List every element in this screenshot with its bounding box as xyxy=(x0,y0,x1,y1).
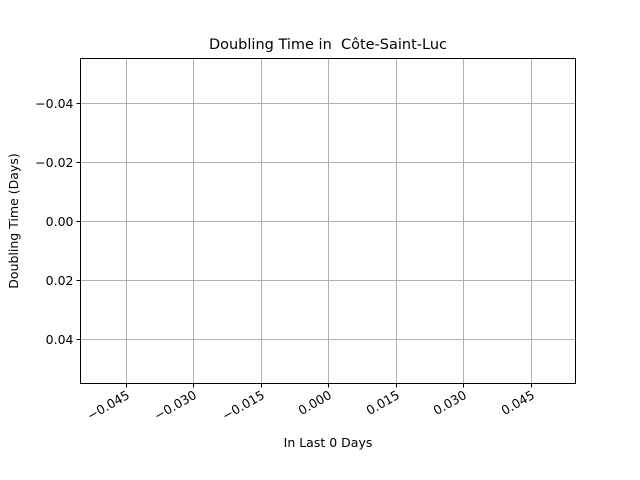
y-tick-label: −0.04 xyxy=(35,96,73,111)
chart-title: Doubling Time in Côte-Saint-Luc xyxy=(209,37,447,53)
grid xyxy=(80,58,576,384)
y-tick-label: −0.02 xyxy=(35,155,73,170)
y-axis-ticks: −0.04 −0.02 0.00 0.02 0.04 xyxy=(35,96,81,347)
y-axis-label: Doubling Time (Days) xyxy=(6,153,21,288)
y-tick-label: 0.04 xyxy=(46,332,74,347)
y-tick-label: 0.00 xyxy=(46,214,74,229)
y-tick-label: 0.02 xyxy=(46,273,74,288)
x-axis-label: In Last 0 Days xyxy=(284,435,373,450)
